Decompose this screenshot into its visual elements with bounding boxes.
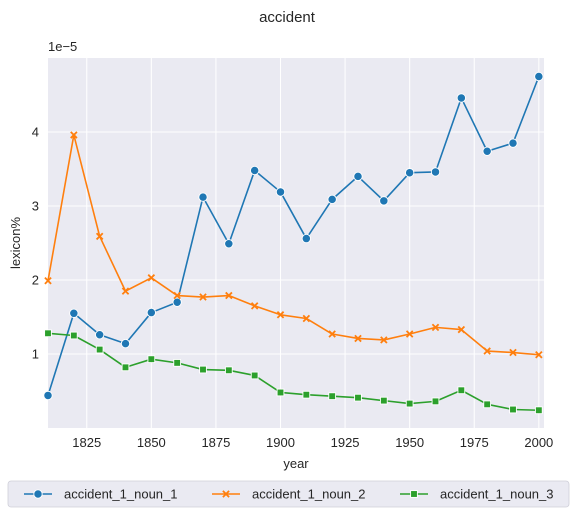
data-point xyxy=(250,302,259,310)
data-point xyxy=(509,348,517,357)
data-point xyxy=(224,366,233,375)
tick-labels: 1825 1850 1875 1900 1925 1950 1975 2000 1 2 3 4 xyxy=(32,125,554,451)
data-point xyxy=(199,365,207,374)
x-tick-label: 2000 xyxy=(524,435,553,450)
x-tick-label: 1950 xyxy=(395,435,424,450)
legend-swatch-marker xyxy=(222,490,230,498)
data-point xyxy=(224,239,234,249)
data-point xyxy=(147,274,156,282)
data-point xyxy=(69,308,79,318)
y-offset-label: 1e−5 xyxy=(48,39,77,54)
data-point xyxy=(535,351,543,359)
x-tick-label: 1825 xyxy=(72,435,101,450)
legend-entry: accident_1_noun_3 xyxy=(400,487,554,502)
y-tick-label: 2 xyxy=(32,273,39,288)
data-point xyxy=(95,345,104,354)
y-tick-label: 1 xyxy=(32,347,39,362)
data-point xyxy=(328,330,336,338)
grid-lines xyxy=(48,58,544,428)
data-point xyxy=(354,393,362,402)
data-point xyxy=(405,330,414,338)
legend-label: accident_1_noun_2 xyxy=(252,487,366,502)
x-tick-label: 1900 xyxy=(266,435,295,450)
data-point xyxy=(302,390,311,399)
x-axis-label: year xyxy=(283,456,309,471)
data-point xyxy=(430,167,441,177)
data-point xyxy=(379,196,389,206)
legend-swatch-marker xyxy=(410,490,418,498)
data-point xyxy=(276,311,285,319)
y-tick-label: 3 xyxy=(32,199,39,214)
data-point xyxy=(328,392,337,401)
series-line xyxy=(47,134,539,356)
data-point xyxy=(354,334,362,343)
data-point xyxy=(95,330,105,340)
data-point xyxy=(173,359,182,367)
x-tick-label: 1975 xyxy=(460,435,489,450)
data-point xyxy=(483,347,491,355)
series-accident_1_noun_2 xyxy=(44,131,543,359)
data-point xyxy=(379,396,388,405)
data-point xyxy=(146,307,156,318)
data-point xyxy=(457,386,466,395)
data-point xyxy=(509,405,517,414)
legend-entry: accident_1_noun_2 xyxy=(212,487,366,502)
data-point xyxy=(380,336,388,344)
data-point xyxy=(70,131,78,139)
data-point xyxy=(534,71,544,82)
data-point xyxy=(43,390,53,401)
y-axis-label: lexicon% xyxy=(8,217,23,269)
data-point xyxy=(172,297,182,307)
data-point xyxy=(44,329,52,338)
data-point xyxy=(250,371,259,380)
data-point xyxy=(508,138,518,148)
data-point xyxy=(276,388,285,397)
data-point xyxy=(225,291,233,300)
data-point xyxy=(121,363,130,372)
data-point xyxy=(302,314,311,323)
legend-entry: accident_1_noun_1 xyxy=(24,487,178,502)
data-point xyxy=(173,291,181,300)
x-tick-label: 1875 xyxy=(201,435,230,450)
x-tick-label: 1850 xyxy=(137,435,166,450)
data-point xyxy=(44,277,52,285)
data-point xyxy=(147,355,156,364)
data-point xyxy=(199,293,207,301)
data-point xyxy=(483,400,492,409)
data-point xyxy=(405,399,414,408)
data-point xyxy=(250,165,260,176)
legend-box xyxy=(7,480,570,508)
legend-swatch-marker xyxy=(33,489,43,499)
data-point xyxy=(457,325,466,334)
series-accident_1_noun_1 xyxy=(43,71,544,401)
data-point xyxy=(121,287,130,295)
data-point xyxy=(327,194,337,204)
chart-title: accident xyxy=(259,9,316,26)
data-point xyxy=(482,146,492,156)
data-point xyxy=(95,232,104,241)
legend-label: accident_1_noun_3 xyxy=(440,487,554,502)
data-point xyxy=(405,168,415,178)
data-point xyxy=(456,93,466,103)
data-point xyxy=(69,331,78,340)
legend-label: accident_1_noun_1 xyxy=(64,487,178,502)
series-line xyxy=(47,76,540,396)
data-point xyxy=(301,233,311,244)
data-point xyxy=(353,171,363,182)
data-point xyxy=(275,187,286,197)
data-point xyxy=(431,397,440,406)
series-layer xyxy=(43,71,544,415)
x-tick-label: 1925 xyxy=(331,435,360,450)
series-accident_1_noun_3 xyxy=(44,329,543,415)
data-point xyxy=(534,406,543,415)
series-line xyxy=(47,332,539,412)
data-point xyxy=(198,192,208,202)
legend: accident_1_noun_1 accident_1_noun_2 accide… xyxy=(7,480,570,508)
data-point xyxy=(431,323,440,332)
y-tick-label: 4 xyxy=(32,125,39,140)
data-point xyxy=(120,338,131,349)
